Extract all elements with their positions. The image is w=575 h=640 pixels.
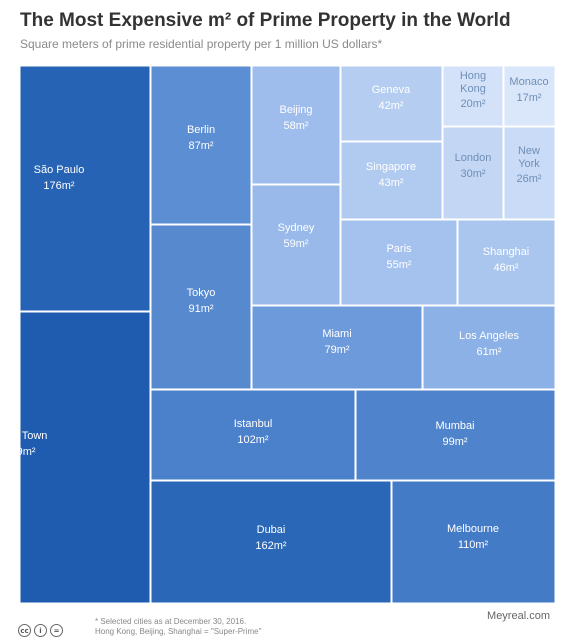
treemap-cell-berlin: Berlin 87m² [150, 65, 252, 225]
source-label: Meyreal.com [487, 610, 550, 622]
no-derivatives-icon: = [50, 624, 63, 637]
treemap-cell-shanghai: Shanghai 46m² [457, 219, 556, 306]
city-label: Paris [386, 243, 412, 255]
city-label: Shanghai [483, 246, 530, 258]
chart-subtitle: Square meters of prime residential prope… [20, 37, 383, 51]
value-label: 26m² [516, 173, 541, 185]
license-icons: cc i = [18, 624, 63, 637]
value-label: 20m² [460, 98, 485, 110]
treemap-rect [503, 65, 556, 127]
treemap-cell-monaco: Monaco 17m² [503, 65, 556, 127]
city-label-line1: New [518, 145, 540, 157]
treemap-cell-london: London 30m² [442, 126, 504, 220]
treemap-cell-sao-paulo: São Paulo 176m² [19, 65, 151, 312]
chart-title: The Most Expensive m² of Prime Property … [20, 10, 511, 31]
treemap-rect [150, 389, 356, 481]
value-label: 43m² [378, 177, 403, 189]
value-label: 61m² [476, 346, 501, 358]
treemap-rect [340, 141, 443, 220]
treemap-cell-sydney: Sydney 59m² [251, 184, 341, 306]
value-label: 87m² [188, 140, 213, 152]
treemap-rect [251, 184, 341, 306]
treemap-rect [150, 65, 252, 225]
city-label: Sydney [278, 222, 315, 234]
city-label-line2: Kong [460, 83, 486, 95]
treemap-rect [422, 305, 556, 390]
value-label: 30m² [460, 168, 485, 180]
footnote-line-1: * Selected cities as at December 30, 201… [95, 617, 247, 626]
city-label: London [455, 152, 492, 164]
treemap-rect [457, 219, 556, 306]
treemap-rect [251, 305, 423, 390]
treemap-rect [340, 219, 458, 306]
city-label: Monaco [509, 76, 548, 88]
treemap-rect [150, 480, 392, 604]
city-label: Los Angeles [459, 330, 519, 342]
value-label: 55m² [386, 259, 411, 271]
value-label: 79m² [324, 344, 349, 356]
city-label: Tokyo [187, 287, 216, 299]
city-label: São Paulo [34, 164, 85, 176]
city-label: Istanbul [234, 418, 273, 430]
treemap-rect [340, 65, 443, 142]
city-label: Berlin [187, 124, 215, 136]
treemap-rect [442, 65, 504, 127]
treemap-rect [355, 389, 556, 481]
treemap-rect [251, 65, 341, 185]
value-label: 17m² [516, 92, 541, 104]
value-label: 110m² [458, 539, 489, 551]
treemap-rect [19, 65, 151, 312]
value-label: 59m² [283, 238, 308, 250]
value-label: 209m² [4, 446, 36, 458]
city-label: Mumbai [435, 420, 474, 432]
value-label: 162m² [255, 540, 287, 552]
city-label: Miami [322, 328, 351, 340]
treemap-cell-los-angeles: Los Angeles 61m² [422, 305, 556, 390]
treemap-cell-singapore: Singapore 43m² [340, 141, 443, 220]
value-label: 42m² [378, 100, 403, 112]
treemap-rect [150, 224, 252, 390]
treemap-rect [19, 311, 151, 604]
value-label: 102m² [237, 434, 269, 446]
value-label: 176m² [43, 180, 75, 192]
footnote: * Selected cities as at December 30, 201… [95, 617, 261, 637]
treemap-cell-cape-town: Cape Town 209m² [0, 311, 151, 604]
treemap-cell-istanbul: Istanbul 102m² [150, 389, 356, 481]
city-label: Cape Town [0, 430, 47, 442]
city-label: Beijing [279, 104, 312, 116]
treemap-cell-miami: Miami 79m² [251, 305, 423, 390]
treemap-cell-tokyo: Tokyo 91m² [150, 224, 252, 390]
treemap-rect [503, 126, 556, 220]
value-label: 91m² [188, 303, 213, 315]
city-label: Geneva [372, 84, 411, 96]
city-label-line1: Hong [460, 70, 486, 82]
value-label: 99m² [442, 436, 467, 448]
treemap-rect [391, 480, 556, 604]
value-label: 58m² [283, 120, 308, 132]
city-label-line2: York [518, 158, 540, 170]
treemap-cell-mumbai: Mumbai 99m² [355, 389, 556, 481]
treemap-rect [442, 126, 504, 220]
attribution-icon: i [34, 624, 47, 637]
treemap-cell-dubai: Dubai 162m² [150, 480, 392, 604]
creative-commons-icon: cc [18, 624, 31, 637]
treemap-cell-melbourne: Melbourne 110m² [391, 480, 556, 604]
city-label: Dubai [257, 524, 286, 536]
city-label: Melbourne [447, 523, 499, 535]
city-label: Singapore [366, 161, 416, 173]
treemap-cell-geneva: Geneva 42m² [340, 65, 443, 142]
treemap-cell-paris: Paris 55m² [340, 219, 458, 306]
treemap-cell-beijing: Beijing 58m² [251, 65, 341, 185]
value-label: 46m² [493, 262, 518, 274]
footnote-line-2: Hong Kong, Beijing, Shanghai = "Super-Pr… [95, 627, 262, 636]
